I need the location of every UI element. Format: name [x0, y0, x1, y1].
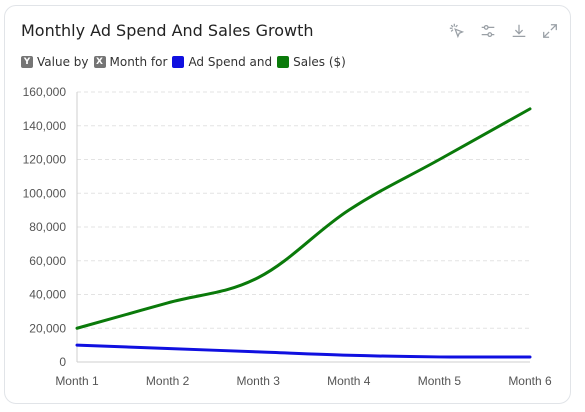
ad-spend-swatch [172, 56, 185, 68]
filter-icon[interactable] [478, 21, 498, 41]
legend-ad-spend[interactable]: Ad Spend and [188, 55, 273, 69]
x-tick-label: Month 4 [327, 374, 371, 388]
x-tick-label: Month 3 [237, 374, 281, 388]
chart-card: Monthly Ad Spend And Sales Growth [4, 5, 571, 404]
sales-line [75, 107, 532, 330]
download-icon[interactable] [509, 21, 529, 41]
y-tick-label: 60,000 [29, 254, 66, 268]
y-tick-label: 140,000 [23, 119, 67, 133]
chart-title: Monthly Ad Spend And Sales Growth [21, 21, 314, 40]
y-axis-label: Value by [37, 55, 89, 69]
x-tick-label: Month 5 [418, 374, 462, 388]
y-axis-badge: Y [21, 56, 33, 68]
y-tick-label: 40,000 [29, 288, 66, 302]
expand-icon[interactable] [540, 21, 560, 41]
y-tick-label: 20,000 [29, 321, 66, 335]
x-tick-label: Month 6 [508, 374, 552, 388]
x-axis-label: Month for [109, 55, 168, 69]
x-axis-badge: X [93, 56, 106, 68]
y-tick-label: 80,000 [29, 220, 66, 234]
chart-toolbar [447, 21, 560, 41]
chart-legend: Y Value by X Month for Ad Spend and Sale… [21, 55, 351, 69]
y-tick-label: 100,000 [23, 186, 67, 200]
x-tick-label: Month 1 [55, 374, 99, 388]
sales-swatch [277, 56, 290, 68]
ad-spend-line [75, 343, 532, 359]
y-tick-label: 120,000 [23, 153, 67, 167]
y-tick-label: 160,000 [23, 85, 67, 99]
y-tick-label: 0 [59, 355, 66, 369]
select-icon[interactable] [447, 21, 467, 41]
x-tick-label: Month 2 [146, 374, 190, 388]
legend-sales[interactable]: Sales ($) [293, 55, 346, 69]
